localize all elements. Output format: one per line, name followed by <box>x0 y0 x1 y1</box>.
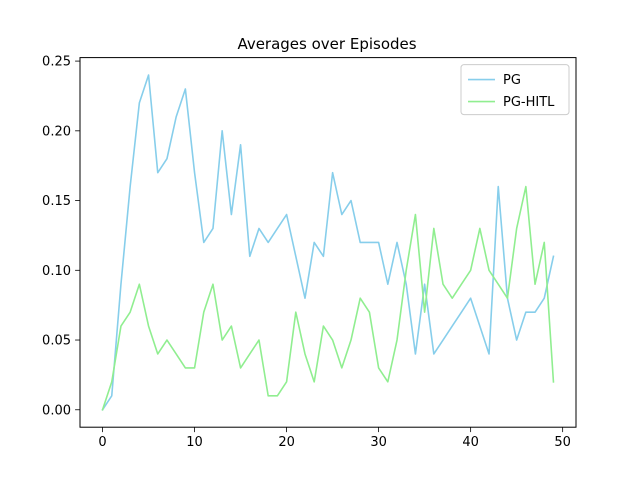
y-tick-label: 0.05 <box>42 334 71 349</box>
legend: PG PG-HITL <box>460 64 570 116</box>
x-tick-label: 0 <box>98 435 106 450</box>
plot-area <box>80 57 576 428</box>
chart-title: Averages over Episodes <box>237 35 416 53</box>
legend-label: PG <box>503 73 521 88</box>
x-tick-label: 30 <box>370 435 387 450</box>
y-tick-label: 0.20 <box>42 124 71 139</box>
y-tick-label: 0.15 <box>42 194 71 209</box>
y-tick-label: 0.10 <box>42 264 71 279</box>
y-tick-label: 0.25 <box>42 55 71 70</box>
legend-label: PG-HITL <box>503 95 555 110</box>
x-tick-label: 50 <box>554 435 571 450</box>
x-axis: 0 10 20 30 40 50 <box>98 427 571 450</box>
x-tick-label: 20 <box>278 435 295 450</box>
y-tick-label: 0.00 <box>42 403 71 418</box>
x-tick-label: 10 <box>186 435 203 450</box>
x-tick-label: 40 <box>462 435 479 450</box>
axes-frame <box>79 57 577 428</box>
series-layer <box>101 74 555 411</box>
series-line-pg <box>101 74 555 411</box>
y-axis: 0.00 0.05 0.10 0.15 0.20 0.25 <box>42 55 80 418</box>
series-line-pg-hitl <box>101 185 555 411</box>
